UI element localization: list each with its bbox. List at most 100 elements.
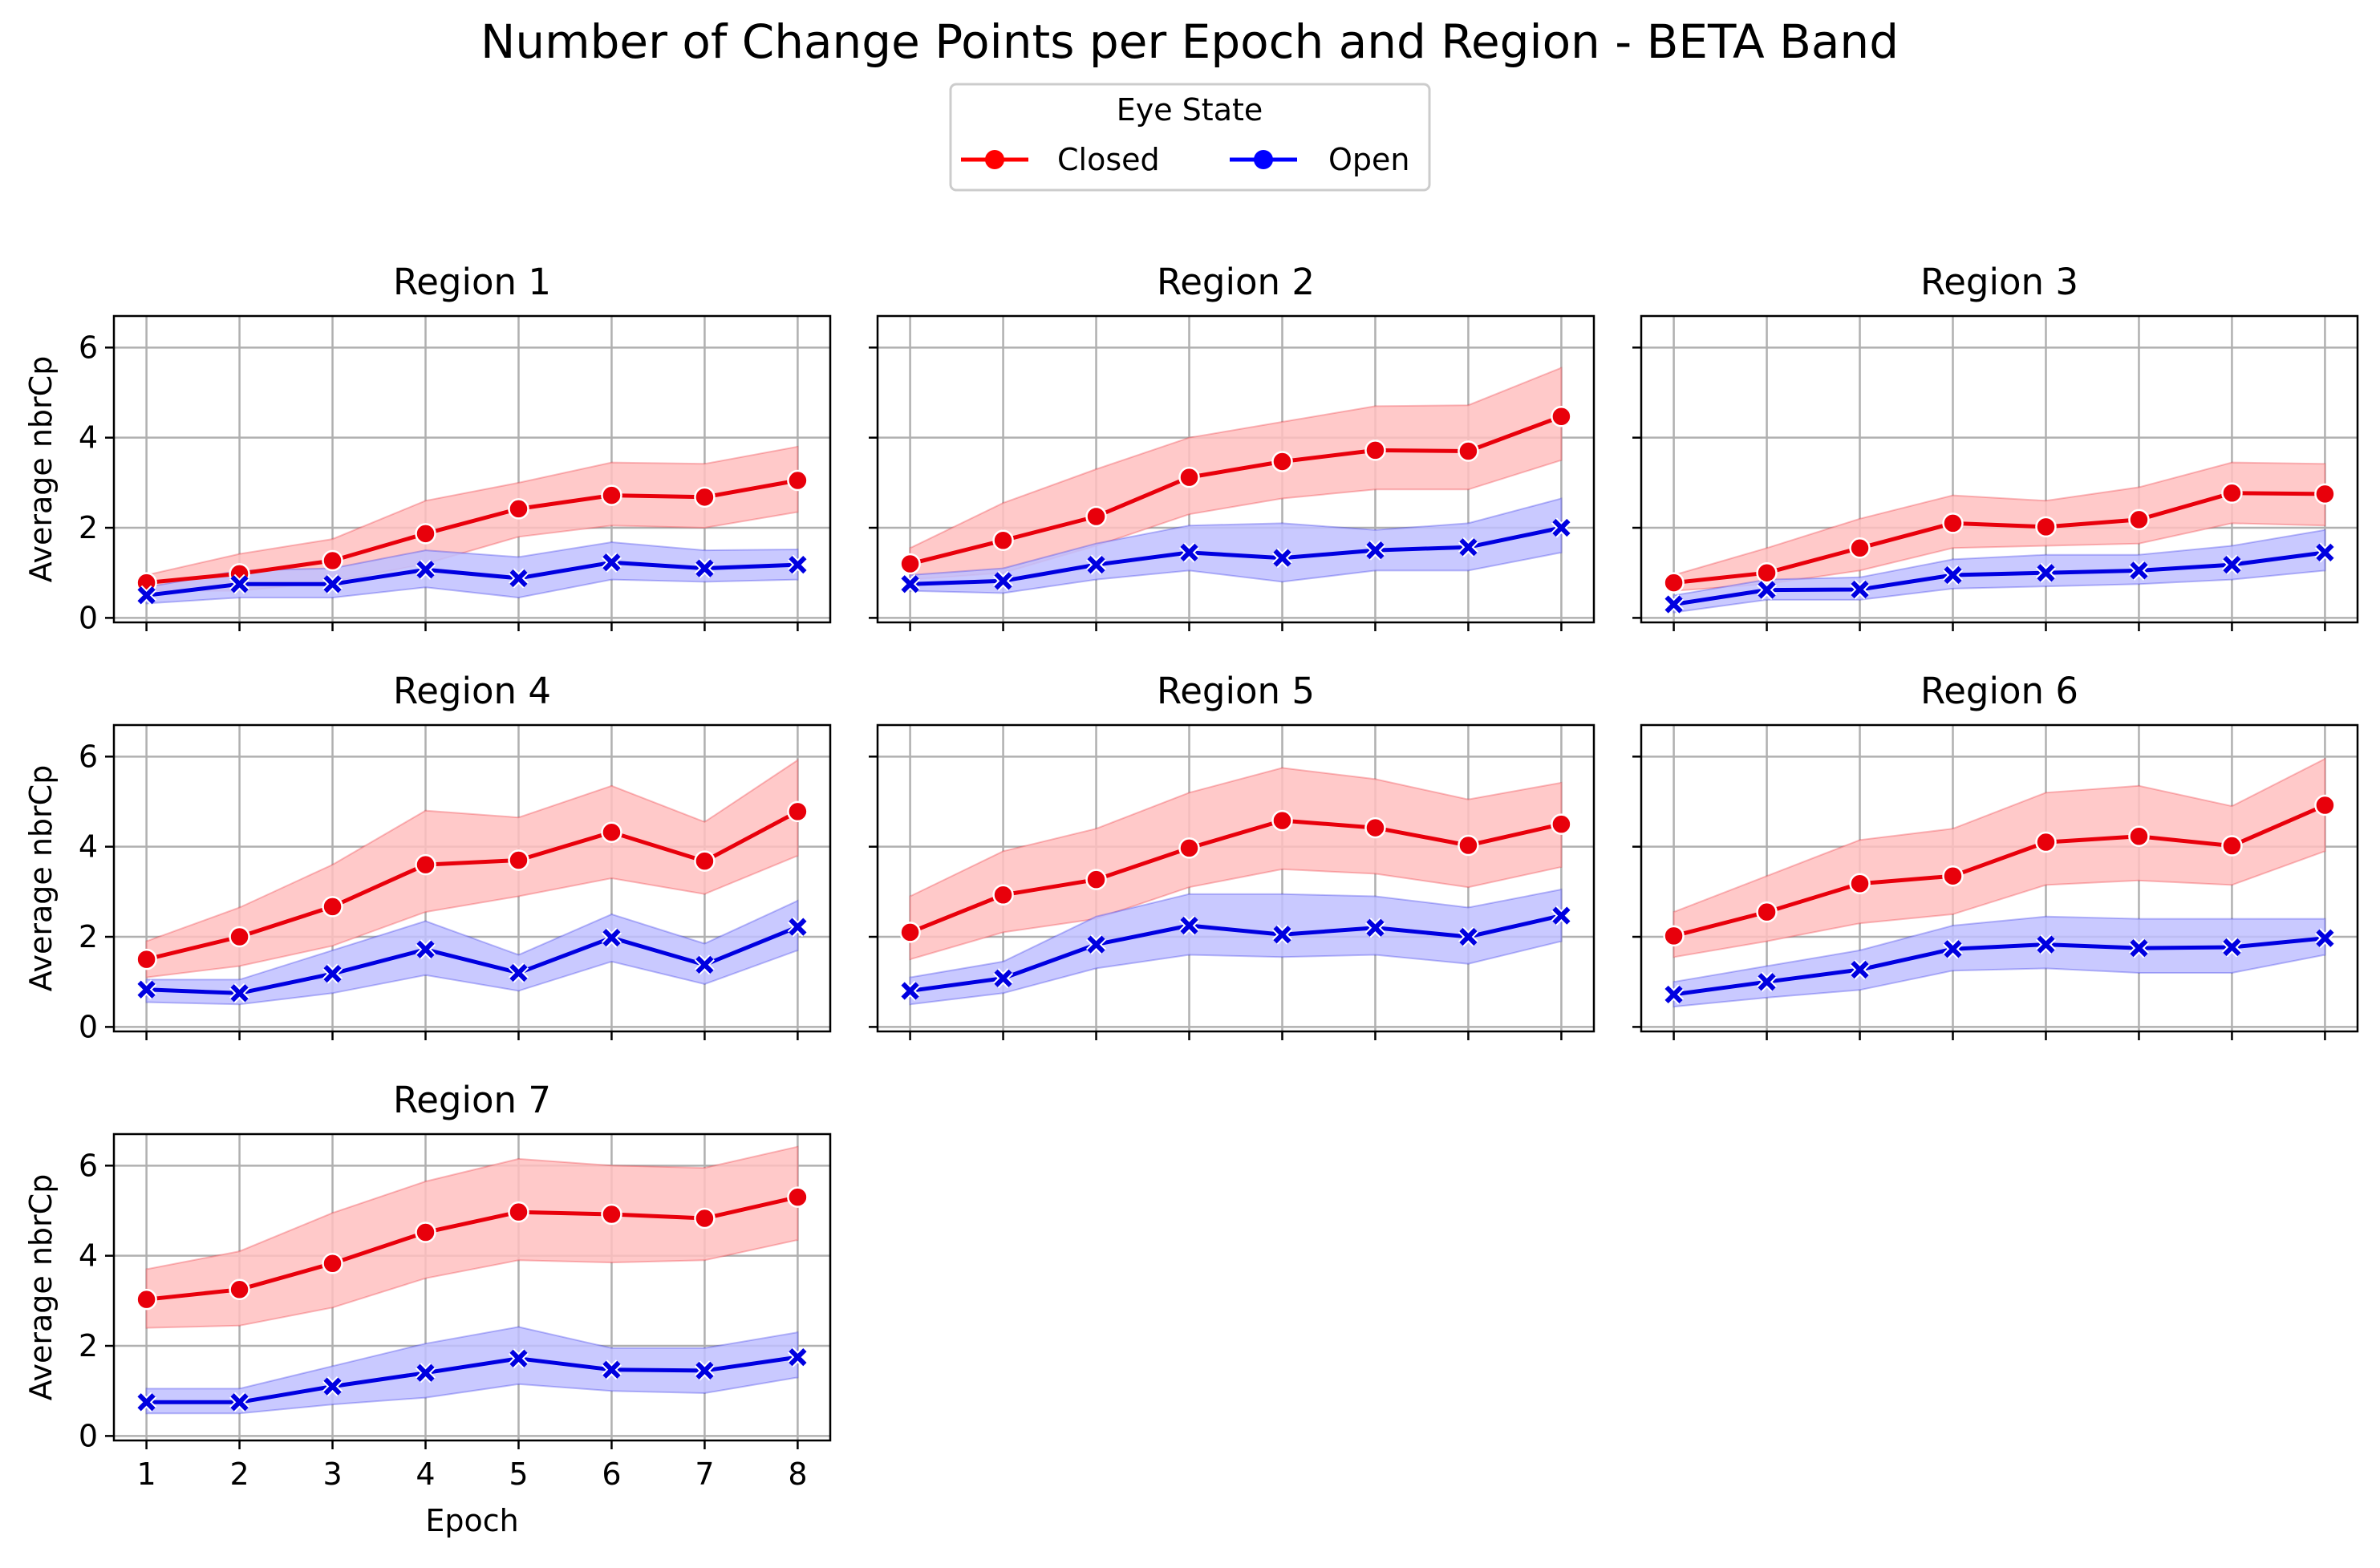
- data-point-closed: [2314, 483, 2336, 505]
- data-point-open: [136, 585, 157, 606]
- data-point-open: [229, 983, 250, 1003]
- legend-open-marker: [1254, 150, 1273, 169]
- marker-cross: [602, 1360, 621, 1379]
- data-point-open: [1086, 934, 1107, 955]
- marker-cross: [509, 963, 528, 983]
- data-point-closed: [899, 553, 921, 575]
- data-point-closed: [1458, 834, 1479, 857]
- data-point-open: [229, 573, 250, 594]
- data-point-open: [601, 552, 622, 573]
- y-tick-label: 0: [79, 1009, 98, 1044]
- data-point-closed: [1663, 925, 1685, 947]
- data-point-closed: [136, 1288, 157, 1311]
- data-point-open: [1850, 959, 1871, 980]
- data-point-closed: [1942, 513, 1964, 534]
- data-point-open: [1942, 565, 1964, 585]
- subplot-plot-area: [145, 445, 799, 605]
- series-line-closed: [1673, 491, 2325, 585]
- data-point-closed: [229, 1278, 250, 1301]
- data-point-open: [601, 1359, 622, 1380]
- data-point-open: [2035, 934, 2057, 955]
- subplot-plot-area: [909, 367, 1563, 594]
- marker-cross: [416, 940, 435, 958]
- y-tick-label: 4: [79, 829, 98, 865]
- data-point-open: [694, 954, 715, 975]
- data-point-open: [508, 962, 529, 983]
- series-line-closed: [909, 414, 1563, 566]
- series-line-open: [1673, 936, 2325, 997]
- marker-cross: [1087, 935, 1105, 954]
- data-point-open: [1757, 971, 1778, 992]
- data-point-closed: [787, 469, 809, 492]
- marker-cross: [230, 1393, 249, 1412]
- data-point-closed: [601, 1203, 622, 1226]
- subplot-plot-area: [1672, 757, 2326, 1008]
- marker-cross: [1180, 916, 1198, 935]
- data-point-closed: [787, 800, 809, 823]
- marker-cross: [2130, 561, 2148, 580]
- data-point-closed: [1271, 451, 1293, 472]
- data-point-closed: [508, 849, 529, 871]
- data-point-closed: [1364, 816, 1386, 839]
- marker-cross: [901, 982, 919, 1000]
- data-point-open: [1458, 926, 1478, 947]
- marker-cross: [789, 555, 807, 574]
- data-point-closed: [1085, 869, 1107, 890]
- x-tick-label: 1: [136, 1457, 156, 1492]
- data-point-closed: [2221, 482, 2243, 504]
- data-point-closed: [322, 549, 343, 572]
- data-point-open: [322, 963, 343, 984]
- data-point-closed: [2128, 508, 2150, 531]
- data-point-closed: [1663, 572, 1685, 594]
- marker-cross: [2316, 543, 2334, 562]
- data-point-closed: [322, 1252, 343, 1274]
- data-point-closed: [508, 498, 529, 520]
- subplot-region-6: Region 6: [1632, 670, 2359, 1040]
- data-point-open: [415, 559, 436, 580]
- data-point-closed: [2314, 794, 2336, 816]
- y-tick-label: 0: [79, 1418, 98, 1453]
- data-point-closed: [2035, 516, 2057, 538]
- data-point-closed: [415, 1222, 436, 1243]
- x-tick-label: 7: [695, 1457, 714, 1492]
- data-point-open: [229, 1392, 250, 1412]
- marker-cross: [994, 572, 1012, 590]
- data-point-closed: [899, 922, 921, 943]
- data-point-closed: [694, 850, 716, 872]
- data-point-closed: [694, 1207, 716, 1230]
- ci-band-closed: [145, 758, 799, 978]
- x-axis-label: Epoch: [425, 1503, 518, 1538]
- data-point-closed: [1458, 440, 1479, 462]
- subplot-title: Region 7: [393, 1079, 551, 1121]
- data-point-open: [136, 979, 157, 1000]
- marker-cross: [1944, 940, 1962, 958]
- y-axis-label: Average nbrCp: [23, 356, 59, 583]
- series-line-closed: [1672, 803, 2326, 938]
- subplot-frame: [112, 314, 832, 624]
- y-tick-label: 6: [79, 739, 98, 774]
- data-point-closed: [1756, 561, 1778, 584]
- data-point-open: [1458, 537, 1478, 557]
- data-point-open: [1757, 580, 1778, 601]
- data-point-open: [2128, 560, 2149, 581]
- data-point-open: [993, 570, 1014, 591]
- y-tick-label: 6: [79, 1148, 98, 1183]
- marker-cross: [509, 1349, 528, 1367]
- data-point-open: [1271, 548, 1293, 569]
- data-point-closed: [1178, 837, 1200, 859]
- marker-cross: [602, 929, 621, 947]
- series-line-open: [146, 560, 798, 598]
- data-point-open: [508, 568, 529, 589]
- subplot-title: Region 6: [1920, 670, 2078, 712]
- data-point-open: [900, 573, 921, 594]
- marker-cross: [1664, 985, 1683, 1004]
- subplot-title: Region 3: [1920, 261, 2078, 303]
- marker-cross: [1180, 543, 1198, 562]
- series-line-closed: [909, 818, 1562, 934]
- data-point-closed: [415, 853, 436, 876]
- data-point-open: [1178, 915, 1200, 936]
- legend-closed-label: Closed: [1057, 142, 1160, 177]
- data-point-open: [1086, 554, 1107, 575]
- x-tick-label: 8: [788, 1457, 807, 1492]
- data-point-open: [2221, 937, 2242, 958]
